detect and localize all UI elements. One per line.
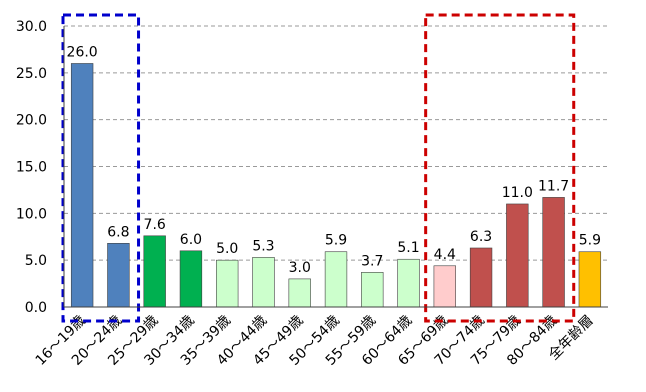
value-label: 11.0 bbox=[502, 185, 533, 201]
y-tick-label: 25.0 bbox=[16, 66, 47, 82]
bar bbox=[179, 250, 203, 308]
bar bbox=[288, 278, 311, 308]
value-label: 5.3 bbox=[252, 238, 274, 254]
value-label: 3.0 bbox=[289, 260, 311, 276]
value-label: 3.7 bbox=[361, 253, 383, 269]
value-label: 11.7 bbox=[538, 178, 569, 194]
y-tick-label: 15.0 bbox=[16, 160, 47, 176]
value-label: 5.1 bbox=[397, 240, 419, 256]
bars bbox=[70, 63, 602, 308]
y-axis-ticks: 0.0 5.0 10.0 15.0 20.0 25.0 30.0 bbox=[16, 19, 47, 316]
value-label: 4.4 bbox=[434, 247, 456, 263]
y-tick-label: 30.0 bbox=[16, 19, 47, 35]
value-label: 6.8 bbox=[107, 224, 129, 240]
bar bbox=[506, 203, 529, 308]
bar bbox=[324, 251, 348, 308]
value-label: 6.3 bbox=[470, 229, 492, 245]
value-label: 5.9 bbox=[325, 233, 347, 249]
bar bbox=[107, 243, 130, 308]
value-labels: 26.0 6.8 7.6 6.0 5.0 5.3 3.0 5.9 3.7 5.1 4.4 6.3 11.… bbox=[67, 44, 601, 275]
y-tick-label: 0.0 bbox=[25, 300, 47, 316]
highlight-box bbox=[424, 13, 576, 323]
axes bbox=[63, 26, 608, 308]
bar bbox=[361, 272, 384, 308]
value-label: 6.0 bbox=[180, 232, 202, 248]
y-tick-label: 5.0 bbox=[25, 253, 47, 269]
bar bbox=[469, 247, 493, 308]
y-tick-label: 10.0 bbox=[16, 206, 47, 222]
highlight-boxes bbox=[61, 13, 576, 323]
bar bbox=[216, 259, 239, 308]
bar bbox=[252, 257, 275, 308]
bar bbox=[578, 251, 602, 308]
bar bbox=[542, 197, 565, 308]
bar bbox=[397, 258, 420, 308]
value-label: 7.6 bbox=[144, 217, 166, 233]
value-label: 5.9 bbox=[579, 233, 601, 249]
bar bbox=[143, 235, 166, 308]
highlight-box bbox=[61, 13, 141, 323]
bar bbox=[433, 265, 456, 308]
y-tick-label: 20.0 bbox=[16, 113, 47, 129]
x-axis-labels: 16～19歳20～24歳25～29歳30～34歳35～39歳40～44歳45～4… bbox=[33, 312, 597, 369]
bar bbox=[70, 63, 94, 308]
value-label: 26.0 bbox=[67, 44, 98, 60]
value-label: 5.0 bbox=[216, 241, 238, 257]
